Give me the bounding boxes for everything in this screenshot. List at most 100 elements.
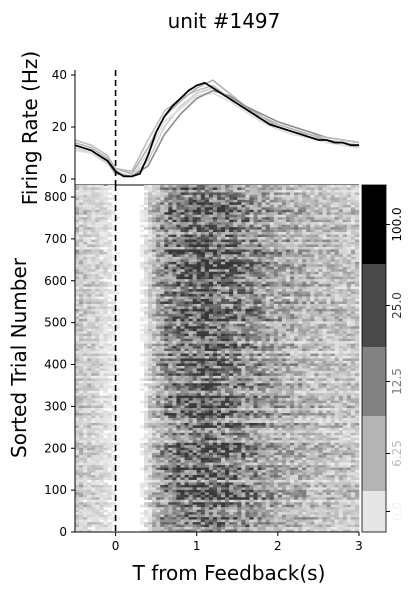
- raster-cell: [176, 365, 181, 369]
- raster-cell: [285, 269, 291, 272]
- raster-cell: [233, 301, 238, 305]
- raster-cell: [281, 207, 287, 210]
- raster-cell: [152, 316, 157, 320]
- raster-cell: [241, 239, 246, 243]
- raster-cell: [156, 202, 161, 206]
- raster-cell: [75, 212, 80, 215]
- raster-cell: [208, 259, 214, 263]
- raster-cell: [148, 313, 153, 317]
- raster-cell: [277, 194, 283, 198]
- raster-cell: [265, 321, 271, 324]
- raster-cell: [310, 301, 315, 305]
- raster-cell: [265, 301, 271, 305]
- raster-cell: [184, 353, 189, 357]
- raster-cell: [346, 316, 352, 320]
- raster-cell: [237, 316, 242, 320]
- raster-cell: [225, 308, 230, 312]
- raster-cell: [290, 229, 295, 233]
- raster-cell: [322, 286, 327, 290]
- raster-cell: [95, 214, 100, 218]
- raster-cell: [192, 375, 198, 379]
- raster-cell: [95, 286, 100, 290]
- raster-cell: [91, 187, 96, 191]
- raster-cell: [99, 209, 104, 213]
- raster-cell: [192, 264, 198, 267]
- raster-cell: [168, 244, 173, 248]
- raster-cell: [91, 219, 96, 223]
- raster-cell: [302, 284, 307, 287]
- raster-cell: [269, 311, 275, 315]
- raster-cell: [245, 368, 250, 372]
- raster-cell: [334, 204, 340, 208]
- raster-cell: [326, 358, 331, 362]
- raster-cell: [143, 274, 149, 277]
- raster-cell: [314, 365, 319, 369]
- raster-cell: [326, 343, 331, 347]
- raster-cell: [326, 192, 331, 196]
- raster-cell: [277, 237, 283, 240]
- raster-cell: [229, 326, 234, 329]
- raster-cell: [326, 331, 331, 334]
- raster-cell: [354, 217, 360, 220]
- raster-cell: [156, 375, 161, 379]
- raster-cell: [326, 185, 331, 188]
- raster-cell: [156, 333, 161, 337]
- raster-cell: [322, 289, 327, 292]
- raster-cell: [152, 274, 157, 277]
- raster-cell: [99, 227, 104, 230]
- raster-cell: [306, 281, 311, 285]
- raster-cell: [208, 251, 214, 255]
- raster-cell: [249, 368, 254, 372]
- raster-cell: [164, 249, 169, 253]
- raster-cell: [75, 343, 80, 347]
- raster-cell: [294, 246, 299, 250]
- trial-group-line-4: [74, 89, 360, 178]
- raster-cell: [152, 343, 157, 347]
- raster-cell: [273, 279, 279, 282]
- raster-cell: [176, 212, 181, 215]
- raster-cell: [180, 234, 185, 238]
- raster-cell: [160, 217, 165, 220]
- raster-cell: [212, 375, 218, 379]
- raster-cell: [225, 336, 230, 339]
- raster-cell: [160, 239, 165, 243]
- raster-cell: [204, 318, 210, 322]
- raster-cell: [172, 276, 177, 280]
- raster-cell: [298, 224, 303, 228]
- raster-cell: [192, 249, 198, 253]
- raster-cell: [172, 368, 177, 372]
- raster-cell: [318, 365, 323, 369]
- raster-cell: [168, 232, 173, 235]
- raster-cell: [346, 323, 352, 327]
- raster-cell: [107, 318, 112, 322]
- raster-cell: [200, 303, 206, 307]
- raster-cell: [229, 197, 234, 201]
- raster-cell: [83, 217, 88, 220]
- raster-cell: [350, 286, 356, 290]
- raster-cell: [184, 266, 189, 270]
- raster-cell: [111, 209, 116, 213]
- raster-cell: [152, 301, 157, 305]
- raster-cell: [225, 274, 230, 277]
- raster-cell: [111, 197, 116, 201]
- raster-cell: [277, 209, 283, 213]
- raster-cell: [79, 323, 84, 327]
- raster-cell: [221, 269, 226, 272]
- raster-cell: [212, 294, 218, 297]
- raster-row: [75, 271, 360, 275]
- raster-cell: [261, 370, 266, 374]
- raster-cell: [192, 212, 198, 215]
- raster-cell: [188, 239, 193, 243]
- raster-cell: [168, 284, 173, 287]
- raster-cell: [164, 365, 169, 369]
- raster-cell: [107, 326, 112, 329]
- raster-cell: [233, 187, 238, 191]
- raster-cell: [139, 212, 145, 215]
- raster-cell: [103, 209, 108, 213]
- raster-cell: [143, 207, 149, 210]
- raster-cell: [326, 207, 331, 210]
- raster-cell: [330, 308, 335, 312]
- raster-cell: [200, 242, 206, 245]
- raster-cell: [225, 202, 230, 206]
- raster-cell: [346, 194, 352, 198]
